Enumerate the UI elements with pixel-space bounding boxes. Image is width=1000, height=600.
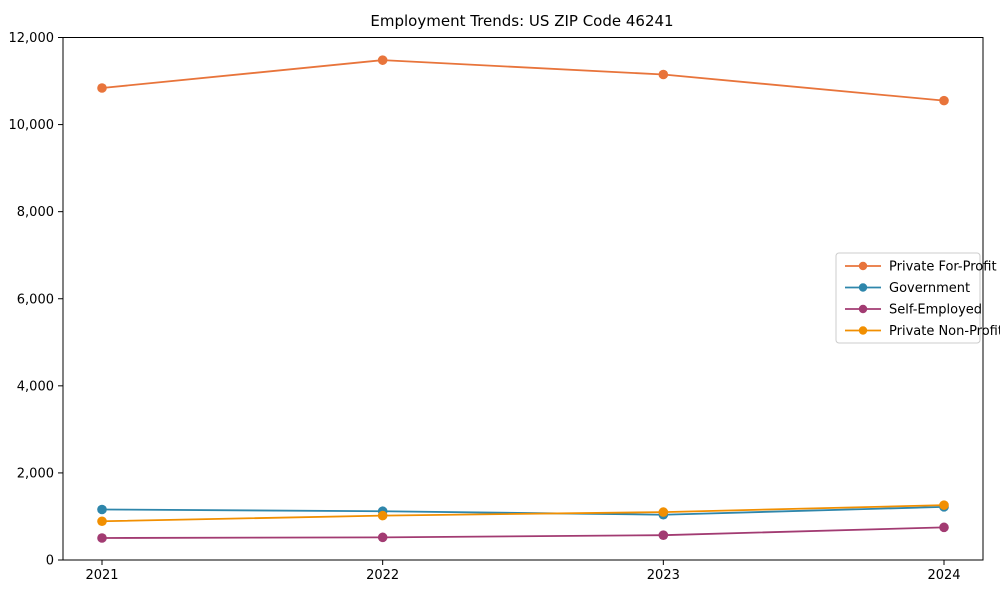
legend-item: Self-Employed (845, 303, 982, 318)
data-point-marker (658, 530, 669, 540)
data-point-marker (97, 83, 107, 93)
legend-label: Government (889, 281, 970, 296)
data-point-marker (377, 510, 388, 521)
legend-marker-dot (858, 261, 868, 271)
series-line (101, 526, 945, 539)
x-axis-tick-label: 2023 (647, 568, 680, 583)
x-axis-tick-label: 2024 (927, 568, 960, 583)
series-line (101, 504, 945, 523)
data-point-marker (377, 532, 388, 543)
data-point-marker (939, 522, 949, 533)
data-point-marker (97, 533, 107, 543)
y-axis-tick-label: 4,000 (17, 379, 54, 394)
legend-marker-dot (858, 304, 868, 314)
data-point-marker (658, 507, 669, 517)
legend-marker-dot (858, 283, 868, 292)
y-axis-tick-label: 8,000 (17, 205, 54, 220)
legend-label: Private For-Profit (889, 260, 997, 275)
y-axis-tick-label: 2,000 (17, 466, 54, 481)
legend-box (835, 252, 981, 344)
plot-area: 0 2,000 4,000 6,000 8,000 10,000 12,000 2021 202… (9, 31, 1000, 583)
y-axis-tick-label: 0 (46, 554, 54, 569)
y-axis-tick-label: 12,000 (9, 31, 55, 46)
legend-item: Government (845, 281, 970, 296)
data-point-marker (939, 500, 949, 510)
legend-label: Private Non-Profit (889, 324, 1000, 339)
y-axis-tick-label: 6,000 (17, 292, 54, 307)
chart-title: Employment Trends: US ZIP Code 46241 (370, 12, 673, 30)
data-point-marker (97, 504, 107, 515)
series-line (101, 59, 945, 102)
data-point-marker (377, 55, 388, 65)
x-axis-tick-label: 2022 (366, 568, 399, 583)
x-axis-tick-label: 2021 (85, 568, 118, 583)
data-point-marker (97, 516, 107, 527)
legend-label: Self-Employed (889, 303, 982, 318)
legend-item: Private Non-Profit (845, 324, 1000, 339)
legend-marker-dot (858, 326, 868, 335)
legend-item: Private For-Profit (845, 260, 997, 275)
data-point-marker (658, 69, 669, 80)
y-axis-tick-label: 10,000 (9, 118, 55, 133)
legend: Private For-Profit Government Self-Employe… (835, 252, 1000, 344)
data-point-marker (939, 95, 949, 106)
